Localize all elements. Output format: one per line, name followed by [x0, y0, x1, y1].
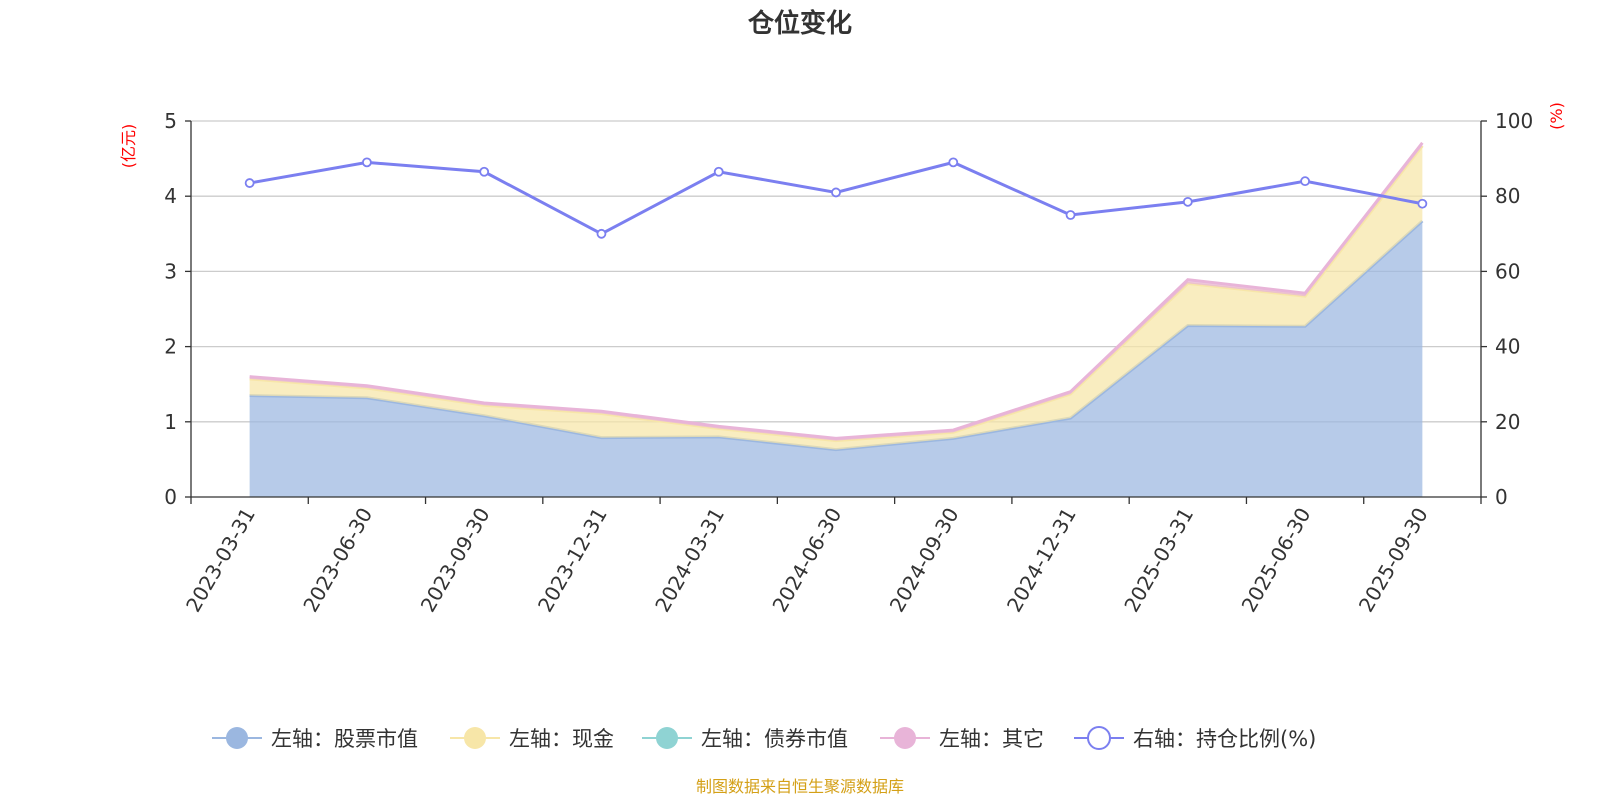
ratio-point: [831, 187, 841, 198]
left-axis-tick-label: 1: [164, 410, 177, 434]
ratio-point: [362, 157, 372, 168]
x-axis-tick-label: 2023-06-30: [298, 504, 377, 617]
legend-swatch-marker: [1087, 726, 1111, 750]
left-axis-unit: (亿元): [119, 124, 138, 169]
ratio-line-series: [244, 157, 1428, 239]
ratio-point: [244, 178, 255, 188]
legend-label: 左轴：现金: [509, 727, 614, 751]
legend-swatch-marker: [656, 727, 678, 749]
x-axis-tick-label: 2025-06-30: [1237, 504, 1316, 617]
ratio-point: [596, 228, 607, 239]
right-axis-unit: (%): [1547, 102, 1566, 130]
ratio-point: [713, 166, 724, 177]
right-axis-tick-label: 60: [1495, 259, 1520, 283]
right-axis-tick-label: 0: [1495, 485, 1508, 509]
ratio-point: [1417, 198, 1428, 209]
area-左轴：现金: [249, 145, 1423, 450]
ratio-point: [1300, 176, 1310, 187]
ratio-point: [479, 166, 490, 177]
left-axis-tick-label: 4: [164, 184, 177, 208]
x-axis-tick-label: 2023-03-31: [181, 504, 260, 617]
x-axis-tick-label: 2025-09-30: [1354, 504, 1433, 617]
left-axis-tick-label: 2: [164, 335, 177, 359]
x-axis-tick-label: 2024-09-30: [885, 504, 964, 617]
x-axis-tick-label: 2023-12-31: [533, 504, 612, 617]
ratio-point: [948, 157, 959, 168]
ratio-point: [1065, 210, 1076, 220]
x-axis-tick-label: 2024-03-31: [650, 504, 729, 617]
legend-item: 左轴：股票市值: [212, 727, 418, 751]
legend-label: 左轴：股票市值: [271, 727, 418, 751]
x-axis-tick-label: 2023-09-30: [416, 504, 495, 617]
x-axis-tick-label: 2024-12-31: [1002, 504, 1081, 617]
legend-item: 右轴：持仓比例(%): [1074, 726, 1316, 751]
chart-title: 仓位变化: [747, 8, 852, 39]
legend-item: 左轴：现金: [450, 727, 614, 751]
legend-label: 右轴：持仓比例(%): [1133, 727, 1316, 751]
legend-swatch-marker: [464, 727, 486, 749]
legend-label: 左轴：其它: [939, 727, 1044, 751]
left-axis-tick-label: 5: [164, 109, 177, 133]
source-note: 制图数据来自恒生聚源数据库: [696, 777, 904, 796]
left-axis-tick-label: 0: [164, 485, 177, 509]
ratio-point: [1182, 196, 1193, 207]
area-edge-左轴：其它: [249, 141, 1424, 440]
right-axis-tick-label: 100: [1495, 109, 1533, 133]
left-axis-tick-label: 3: [164, 259, 177, 283]
legend-item: 左轴：债券市值: [642, 727, 848, 751]
x-axis-tick-label: 2025-03-31: [1119, 504, 1198, 617]
right-axis-tick-label: 80: [1495, 184, 1520, 208]
legend: 左轴：股票市值 左轴：现金 左轴：债券市值 左轴：其它 右轴：持仓比例(%): [212, 726, 1316, 751]
legend-swatch-marker: [226, 727, 248, 749]
legend-swatch-marker: [894, 727, 916, 749]
right-axis-tick-label: 20: [1495, 410, 1520, 434]
ratio-line: [249, 160, 1423, 236]
x-axis-tick-label: 2024-06-30: [767, 504, 846, 617]
legend-label: 左轴：债券市值: [701, 727, 848, 751]
area-左轴：股票市值: [249, 221, 1423, 498]
right-axis-tick-label: 40: [1495, 335, 1520, 359]
legend-item: 左轴：其它: [880, 727, 1044, 751]
stacked-areas: [249, 141, 1424, 498]
